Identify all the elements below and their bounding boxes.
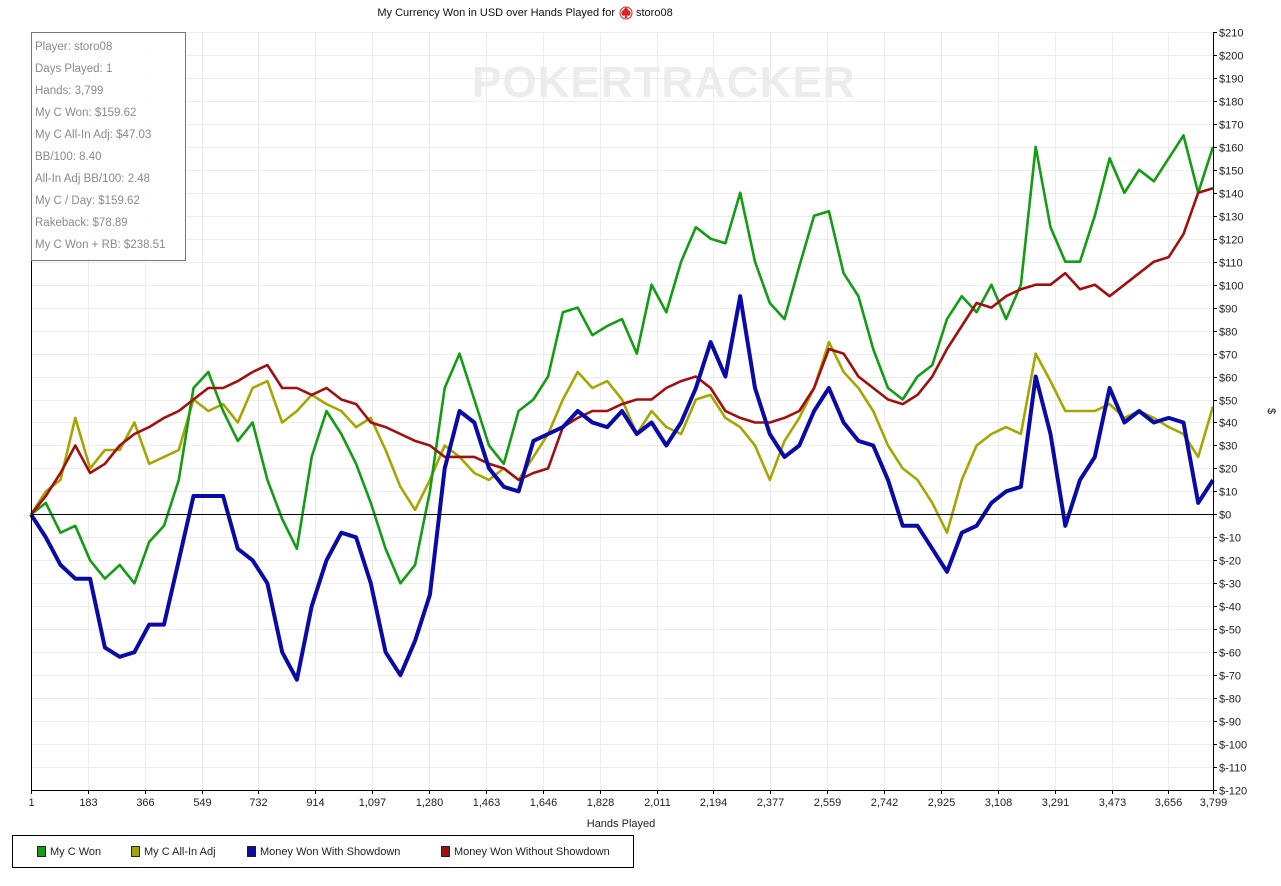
x-tick-label: 549 [193, 797, 211, 809]
x-tick-label: 1,828 [587, 797, 615, 809]
stat-line: My C / Day: $159.62 [35, 195, 140, 207]
legend-label: Money Won Without Showdown [454, 846, 610, 858]
x-tick-label: 1,280 [416, 797, 444, 809]
y-tick-label: $-30 [1219, 579, 1241, 591]
stat-line: BB/100: 8.40 [35, 151, 102, 163]
y-tick-label: $160 [1219, 143, 1243, 155]
y-tick-label: $60 [1219, 373, 1237, 385]
stat-line: Days Played: 1 [35, 63, 112, 75]
stat-line: My C Won + RB: $238.51 [35, 239, 166, 251]
y-tick-label: $110 [1219, 258, 1243, 270]
x-tick-label: 3,473 [1099, 797, 1127, 809]
y-tick-label: $-110 [1219, 763, 1246, 775]
stat-line: My C Won: $159.62 [35, 107, 136, 119]
y-tick-label: $50 [1219, 396, 1237, 408]
series-line-money-won-with-showdown [29, 294, 1215, 682]
stat-line: All-In Adj BB/100: 2.48 [35, 173, 150, 185]
x-tick-label: 1,097 [359, 797, 387, 809]
x-tick-label: 2,011 [644, 797, 671, 809]
x-tick-label: 3,108 [985, 797, 1013, 809]
y-tick-label: $190 [1219, 74, 1243, 86]
legend-swatch [247, 846, 256, 857]
x-tick-label: 2,559 [814, 797, 842, 809]
y-tick-label: $170 [1219, 120, 1243, 132]
y-tick-label: $130 [1219, 212, 1243, 224]
y-tick-label: $-50 [1219, 625, 1241, 637]
x-tick-label: 2,742 [871, 797, 899, 809]
x-axis-label: Hands Played [587, 818, 656, 830]
legend-swatch [441, 846, 450, 857]
x-tick-label: 1,646 [530, 797, 558, 809]
stats-box: Player: storo08 Days Played: 1 Hands: 3,79… [31, 32, 186, 261]
x-tick-label: 732 [249, 797, 267, 809]
chart-title: My Currency Won in USD over Hands Played… [377, 7, 615, 19]
y-tick-label: $90 [1219, 304, 1237, 316]
y-tick-label: $180 [1219, 97, 1243, 109]
y-tick-label: $150 [1219, 166, 1243, 178]
y-tick-label: $-20 [1219, 556, 1241, 568]
stat-line: My C All-In Adj: $47.03 [35, 129, 151, 141]
x-tick-label: 366 [136, 797, 154, 809]
series-line-money-won-without-showdown [29, 186, 1214, 516]
x-tick-label: 2,194 [700, 797, 728, 809]
y-tick-label: $-90 [1219, 717, 1241, 729]
x-tick-label: 3,656 [1155, 797, 1183, 809]
stat-line: Hands: 3,799 [35, 85, 103, 97]
x-tick-label: 3,291 [1042, 797, 1070, 809]
x-tick-label: 914 [306, 797, 324, 809]
pokerstars-spade-icon [619, 6, 633, 20]
x-tick-label: 2,377 [757, 797, 785, 809]
y-tick-label: $-70 [1219, 671, 1241, 683]
axes: $210 $200 $190 $180 $170 $160 $150 $140 $130 $120… [28, 28, 1247, 810]
legend-label: My C All-In Adj [144, 846, 216, 858]
y-tick-label: $70 [1219, 350, 1237, 362]
y-tick-label: $-60 [1219, 648, 1241, 660]
y-tick-label: $40 [1219, 418, 1237, 430]
legend: My C Won My C All-In Adj Money Won With Sh… [12, 835, 634, 868]
x-tick-label: 1 [28, 797, 34, 809]
series-line-my-c-all-in-adj [29, 340, 1215, 535]
y-tick-label: $140 [1219, 189, 1243, 201]
x-tick-label: 3,799 [1200, 797, 1228, 809]
y-tick-label: $-120 [1219, 786, 1247, 798]
y-tick-label: $30 [1219, 441, 1237, 453]
legend-label: Money Won With Showdown [260, 846, 400, 858]
y-tick-label: $210 [1219, 28, 1243, 40]
x-tick-label: 2,925 [928, 797, 956, 809]
y-tick-label: $200 [1219, 51, 1243, 63]
y-tick-label: $-80 [1219, 694, 1241, 706]
y-tick-label: $0 [1219, 510, 1231, 522]
y-tick-label: $-10 [1219, 533, 1241, 545]
y-tick-label: $100 [1219, 281, 1243, 293]
chart-title-player: storo08 [636, 7, 673, 19]
legend-swatch [131, 846, 140, 857]
series-line-my-c-won [30, 134, 1215, 585]
y-tick-label: $120 [1219, 235, 1243, 247]
watermark-logo: POKERTRACKER [472, 58, 856, 107]
y-tick-label: $-100 [1219, 740, 1247, 752]
x-tick-label: 183 [79, 797, 97, 809]
legend-swatch [37, 846, 46, 857]
y-tick-label: $80 [1219, 327, 1237, 339]
x-tick-label: 1,463 [473, 797, 501, 809]
y-tick-label: $10 [1219, 487, 1237, 499]
y-axis-label: $ [1265, 408, 1277, 414]
y-tick-label: $20 [1219, 464, 1237, 476]
stat-line: Player: storo08 [35, 41, 112, 53]
legend-label: My C Won [50, 846, 101, 858]
y-tick-label: $-40 [1219, 602, 1241, 614]
stat-line: Rakeback: $78.89 [35, 217, 128, 229]
series-group [29, 134, 1215, 682]
